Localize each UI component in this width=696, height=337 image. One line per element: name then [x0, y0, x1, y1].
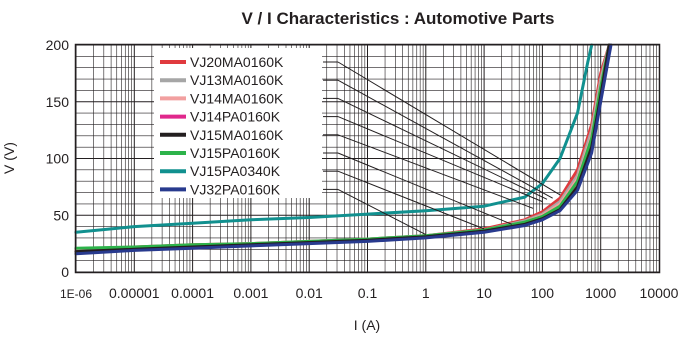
legend-leader-line — [338, 171, 484, 229]
legend-leader-line — [338, 80, 553, 198]
y-tick-label: 100 — [46, 151, 70, 167]
legend-entry: VJ15PA0340K — [190, 163, 281, 179]
y-axis-label: V (V) — [1, 142, 17, 174]
series-line-vj15pa0340k — [76, 45, 592, 232]
y-tick-label: 0 — [61, 264, 69, 280]
x-tick-label: 0.0001 — [171, 285, 214, 301]
y-tick-label: 200 — [46, 37, 70, 53]
chart-title: V / I Characteristics : Automotive Parts — [241, 9, 554, 28]
x-tick-label: 100 — [531, 285, 555, 301]
legend-entry: VJ13MA0160K — [190, 72, 284, 88]
y-tick-label: 50 — [53, 207, 69, 223]
legend-leader-line — [338, 62, 560, 195]
x-tick-label: 1 — [422, 285, 430, 301]
legend-entry: VJ15MA0160K — [190, 127, 284, 143]
x-tick-label: 0.00001 — [109, 285, 160, 301]
x-axis-label: I (A) — [354, 317, 380, 333]
legend-entry: VJ14MA0160K — [190, 90, 284, 106]
legend-entry: VJ14PA0160K — [190, 109, 281, 125]
legend-leader-line — [338, 98, 547, 199]
legend-entry: VJ15PA0160K — [190, 145, 281, 161]
x-tick-label: 0.01 — [296, 285, 323, 301]
legend-entry: VJ20MA0160K — [190, 54, 284, 70]
x-tick-label: 1E-06 — [60, 287, 92, 301]
x-tick-label: 10 — [476, 285, 492, 301]
legend: VJ20MA0160K VJ13MA0160K VJ14MA0160K VJ14PA0… — [154, 48, 560, 235]
legend-entry: VJ32PA0160K — [190, 181, 281, 197]
x-tick-label: 10000 — [640, 285, 679, 301]
x-tick-label: 0.001 — [233, 285, 268, 301]
x-tick-label: 1000 — [585, 285, 616, 301]
x-tick-label: 0.1 — [358, 285, 378, 301]
y-tick-label: 150 — [46, 94, 70, 110]
